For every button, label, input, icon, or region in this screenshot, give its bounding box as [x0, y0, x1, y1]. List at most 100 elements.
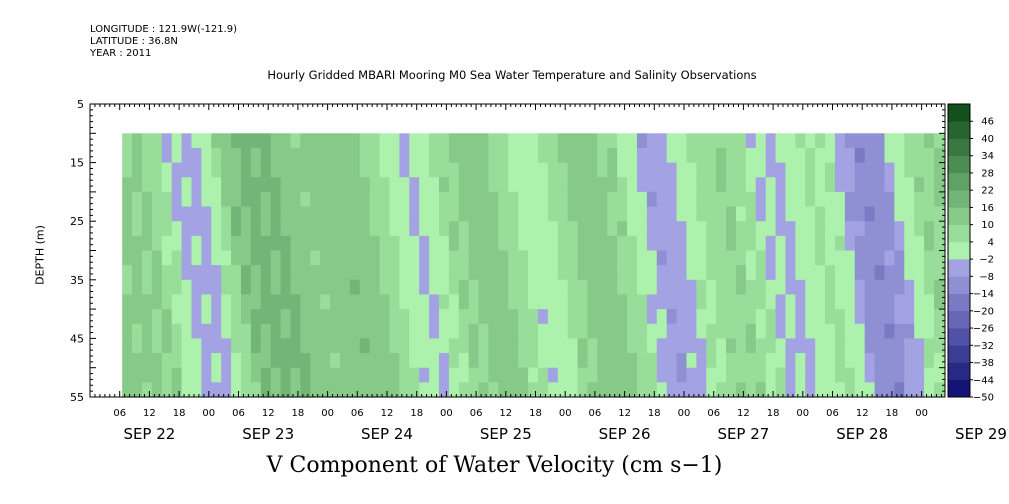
heatmap-cell	[874, 133, 886, 149]
heatmap-cell	[141, 162, 153, 178]
heatmap-cell	[468, 382, 480, 398]
heatmap-cell	[775, 265, 787, 281]
heatmap-cell	[250, 367, 262, 383]
heatmap-cell	[369, 235, 381, 252]
heatmap-cell	[706, 162, 717, 178]
heatmap-cell	[666, 235, 678, 252]
heatmap-cell	[498, 382, 509, 398]
heatmap-cell	[854, 147, 866, 164]
heatmap-cell	[171, 279, 183, 296]
heatmap-cell	[805, 147, 816, 164]
heatmap-cell	[646, 338, 658, 354]
heatmap-cell	[290, 294, 301, 310]
heatmap-cell	[914, 279, 925, 296]
heatmap-cell	[894, 338, 905, 354]
heatmap-cell	[478, 147, 490, 164]
heatmap-cell	[528, 279, 539, 296]
heatmap-cell	[359, 162, 371, 178]
heatmap-cell	[547, 367, 559, 383]
heatmap-cell	[468, 147, 480, 164]
heatmap-cell	[369, 250, 381, 266]
heatmap-cell	[755, 367, 767, 383]
heatmap-cell	[557, 265, 569, 281]
heatmap-cell	[815, 279, 826, 296]
heatmap-cell	[904, 147, 915, 164]
heatmap-cell	[706, 323, 717, 339]
heatmap-cell	[844, 294, 856, 310]
heatmap-cell	[686, 353, 697, 369]
heatmap-cell	[349, 133, 361, 149]
heatmap-cell	[359, 206, 371, 222]
heatmap-cell	[636, 353, 648, 369]
heatmap-cell	[587, 294, 598, 310]
heatmap-cell	[874, 294, 886, 310]
heatmap-cell	[528, 250, 539, 266]
heatmap-cell	[676, 206, 688, 222]
heatmap-cell	[716, 294, 727, 310]
heatmap-cell	[785, 133, 796, 149]
heatmap-cell	[508, 367, 519, 383]
heatmap-cell	[349, 294, 361, 310]
heatmap-cell	[171, 382, 183, 398]
heatmap-cell	[745, 221, 757, 237]
heatmap-cell	[280, 206, 292, 222]
heatmap-cell	[864, 177, 876, 193]
heatmap-cell	[795, 265, 806, 281]
heatmap-cell	[547, 221, 559, 237]
heatmap-cell	[250, 309, 262, 325]
heatmap-cell	[498, 323, 509, 339]
heatmap-cell	[211, 353, 222, 369]
heatmap-cell	[389, 206, 400, 222]
heatmap-cell	[656, 133, 668, 149]
heatmap-cell	[933, 338, 945, 354]
heatmap-cell	[359, 338, 371, 354]
heatmap-cell	[597, 265, 608, 281]
heatmap-cell	[884, 279, 895, 296]
heatmap-cell	[864, 250, 876, 266]
heatmap-cell	[656, 309, 668, 325]
heatmap-cell	[429, 250, 440, 266]
heatmap-cell	[320, 133, 331, 149]
heatmap-cell	[894, 133, 905, 149]
x-hour-label: 06	[232, 408, 245, 419]
heatmap-cell	[636, 133, 648, 149]
heatmap-cell	[448, 309, 460, 325]
heatmap-cell	[429, 382, 440, 398]
heatmap-cell	[636, 235, 648, 252]
heatmap-cell	[924, 279, 935, 296]
heatmap-cell	[478, 309, 490, 325]
heatmap-cell	[745, 323, 757, 339]
heatmap-cell	[171, 338, 183, 354]
heatmap-cell	[389, 133, 400, 149]
heatmap-cell	[587, 250, 598, 266]
heatmap-cell	[914, 191, 925, 208]
heatmap-cell	[300, 265, 311, 281]
heatmap-cell	[587, 147, 598, 164]
heatmap-cell	[795, 221, 806, 237]
heatmap-cell	[636, 147, 648, 164]
heatmap-cell	[745, 147, 757, 164]
heatmap-cell	[300, 133, 311, 149]
heatmap-cell	[250, 323, 262, 339]
heatmap-cell	[280, 133, 292, 149]
heatmap-cell	[359, 235, 371, 252]
heatmap-cell	[221, 309, 232, 325]
heatmap-cell	[577, 191, 589, 208]
y-tick-label: 45	[70, 332, 84, 345]
heatmap-cell	[894, 265, 905, 281]
heatmap-cell	[399, 382, 410, 398]
heatmap-cell	[399, 177, 410, 193]
heatmap-cell	[518, 162, 529, 178]
heatmap-cell	[290, 162, 301, 178]
heatmap-cell	[894, 294, 905, 310]
heatmap-cell	[468, 323, 480, 339]
heatmap-cell	[636, 191, 648, 208]
heatmap-cell	[508, 382, 519, 398]
colorbar-label: −44	[973, 375, 994, 386]
heatmap-cell	[864, 147, 876, 164]
heatmap-cell	[518, 265, 529, 281]
heatmap-cell	[161, 191, 173, 208]
heatmap-cell	[686, 265, 697, 281]
heatmap-cell	[339, 265, 351, 281]
heatmap-cell	[181, 294, 193, 310]
